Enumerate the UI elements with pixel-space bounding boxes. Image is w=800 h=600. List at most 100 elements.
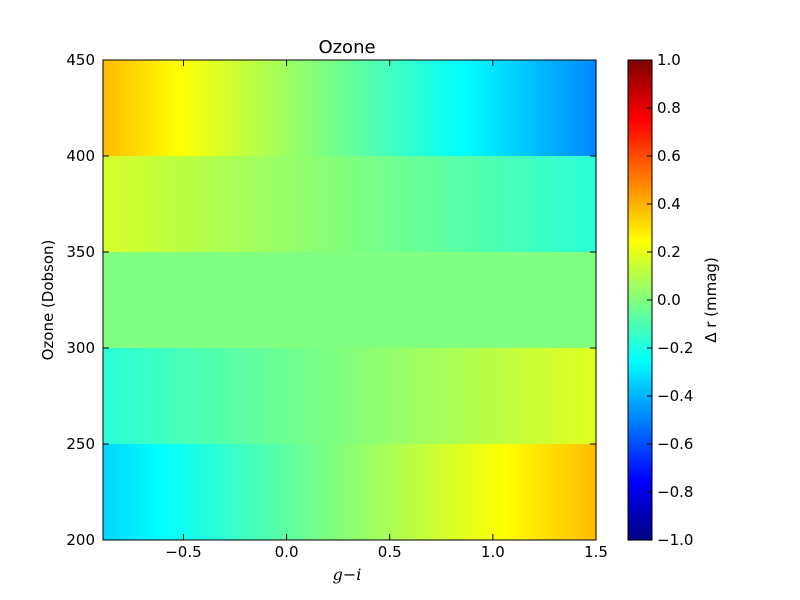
- colorbar-segment: [628, 483, 652, 487]
- heatmap-cell: [448, 156, 453, 252]
- heatmap-cell: [181, 156, 186, 252]
- heatmap-cell: [513, 252, 519, 348]
- heatmap-cell: [164, 156, 170, 252]
- heatmap-cell: [246, 60, 252, 156]
- heatmap-cell: [341, 252, 346, 348]
- heatmap-cell: [526, 156, 531, 252]
- colorbar-segment: [628, 249, 652, 253]
- colorbar-segment: [628, 471, 652, 475]
- colorbar-segment: [628, 114, 652, 118]
- colorbar-tick-label: 1.0: [657, 51, 681, 69]
- heatmap-cell: [378, 444, 383, 540]
- heatmap-cell: [333, 60, 338, 156]
- heatmap-cell: [185, 60, 190, 156]
- x-axis-label: g−i: [333, 565, 362, 584]
- heatmap-cell: [213, 444, 219, 540]
- heatmap-cell: [435, 156, 441, 252]
- heatmap-cell: [304, 156, 310, 252]
- heatmap-cell: [522, 60, 527, 156]
- heatmap-cell: [131, 156, 137, 252]
- y-axis-label: Ozone (Dobson): [39, 240, 57, 361]
- heatmap-cell: [324, 252, 330, 348]
- colorbar-segment: [628, 369, 652, 373]
- colorbar-segment: [628, 252, 652, 256]
- colorbar-segment: [628, 201, 652, 205]
- colorbar-segment: [628, 336, 652, 340]
- colorbar-segment: [628, 102, 652, 106]
- colorbar-segment: [628, 60, 652, 64]
- heatmap-cell: [554, 60, 560, 156]
- colorbar-segment: [628, 69, 652, 73]
- heatmap-cell: [176, 60, 182, 156]
- heatmap-cell: [365, 60, 371, 156]
- heatmap-cell: [419, 252, 425, 348]
- heatmap-cell: [226, 60, 231, 156]
- heatmap-cell: [427, 156, 433, 252]
- heatmap-cell: [255, 348, 260, 444]
- heatmap-cell: [144, 60, 149, 156]
- colorbar-segment: [628, 288, 652, 292]
- heatmap-cell: [563, 252, 568, 348]
- heatmap-cell: [419, 156, 425, 252]
- heatmap-cell: [575, 444, 581, 540]
- colorbar-segment: [628, 237, 652, 241]
- colorbar-segment: [628, 231, 652, 235]
- heatmap-cell: [189, 156, 194, 252]
- heatmap-cell: [370, 252, 375, 348]
- heatmap-cell: [365, 348, 371, 444]
- heatmap-cell: [431, 156, 437, 252]
- heatmap-cell: [530, 444, 535, 540]
- heatmap-cell: [460, 252, 466, 348]
- heatmap-cell: [328, 60, 334, 156]
- colorbar-segment: [628, 159, 652, 163]
- heatmap-cell: [480, 444, 486, 540]
- heatmap-cell: [357, 252, 363, 348]
- heatmap-cell: [464, 348, 470, 444]
- heatmap-cell: [530, 60, 535, 156]
- heatmap-cell: [271, 348, 277, 444]
- heatmap-cell: [234, 444, 240, 540]
- heatmap-cell: [370, 156, 375, 252]
- colorbar-segment: [628, 279, 652, 283]
- colorbar-segment: [628, 459, 652, 463]
- heatmap-cell: [563, 444, 568, 540]
- heatmap-cell: [197, 60, 203, 156]
- heatmap-cell: [324, 444, 330, 540]
- heatmap-cell: [378, 156, 383, 252]
- heatmap-cell: [468, 60, 474, 156]
- colorbar-tick-label: 0.6: [657, 147, 681, 165]
- colorbar-segment: [628, 537, 652, 541]
- heatmap-cell: [411, 444, 416, 540]
- heatmap-cell: [152, 444, 158, 540]
- heatmap-cell: [571, 252, 577, 348]
- colorbar-segment: [628, 486, 652, 490]
- colorbar-segment: [628, 378, 652, 382]
- heatmap-cell: [542, 348, 548, 444]
- heatmap-cell: [139, 60, 145, 156]
- colorbar-segment: [628, 255, 652, 259]
- heatmap-cell: [567, 60, 572, 156]
- heatmap-cell: [123, 444, 129, 540]
- heatmap-cell: [111, 60, 116, 156]
- heatmap-cell: [464, 156, 470, 252]
- heatmap-cell: [172, 60, 178, 156]
- heatmap-cell: [415, 348, 420, 444]
- colorbar-segment: [628, 219, 652, 223]
- heatmap-cell: [353, 156, 359, 252]
- heatmap-cell: [476, 348, 482, 444]
- heatmap-cell: [402, 348, 408, 444]
- heatmap-cell: [144, 156, 149, 252]
- heatmap-cell: [337, 348, 342, 444]
- heatmap-cell: [423, 60, 429, 156]
- heatmap-cell: [559, 348, 564, 444]
- heatmap-cell: [374, 156, 379, 252]
- heatmap-cell: [103, 252, 108, 348]
- heatmap-cells: [103, 60, 597, 540]
- heatmap-cell: [148, 156, 153, 252]
- heatmap-cell: [230, 156, 236, 252]
- colorbar-tick-label: 0.0: [657, 291, 681, 309]
- colorbar-segment: [628, 108, 652, 112]
- heatmap-cell: [522, 156, 527, 252]
- colorbar-segment: [628, 174, 652, 178]
- heatmap-cell: [205, 348, 211, 444]
